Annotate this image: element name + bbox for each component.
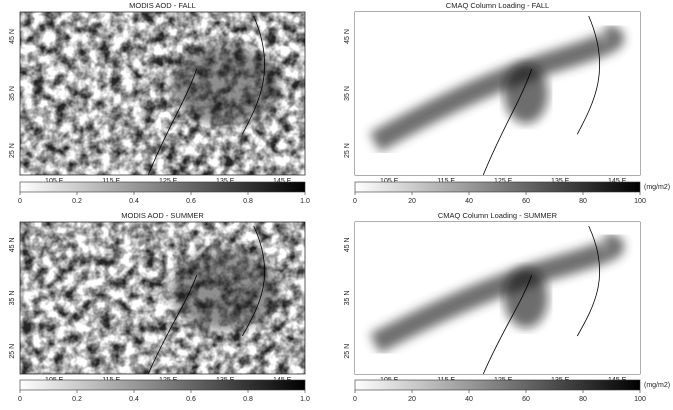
lon-label: 135 E — [216, 178, 235, 185]
panel-title: MODIS AOD - SUMMER — [121, 211, 204, 220]
lat-label: 35 N — [9, 86, 16, 101]
lat-label: 25 N — [344, 344, 351, 359]
colorbar-tick-label: 40 — [465, 198, 473, 205]
colorbar — [354, 181, 641, 193]
lon-label: 125 E — [494, 178, 513, 185]
lat-label: 45 N — [9, 237, 16, 252]
colorbar-tick-label: 0.6 — [186, 198, 196, 205]
lat-label: 45 N — [9, 29, 16, 44]
colorbar-tick-label: 40 — [465, 396, 473, 403]
coastline — [482, 15, 601, 175]
colorbar-tick-label: 1.0 — [300, 198, 310, 205]
colorbar-tick-label: 0 — [18, 396, 22, 403]
lat-label: 35 N — [9, 291, 16, 306]
lat-label: 35 N — [344, 291, 351, 306]
map-content — [20, 12, 305, 175]
lat-label: 25 N — [9, 344, 16, 359]
lat-label: 45 N — [344, 237, 351, 252]
lon-label: 125 E — [159, 178, 178, 185]
colorbar — [19, 181, 306, 193]
colorbar-tick-label: 100 — [634, 396, 646, 403]
colorbar-tick-label: 20 — [408, 396, 416, 403]
lon-label: 145 E — [608, 178, 627, 185]
coastline — [147, 15, 266, 175]
lat-label: 35 N — [344, 86, 351, 101]
loading-plume — [369, 25, 625, 152]
colorbar-tick-label: 0 — [353, 396, 357, 403]
panel-title: CMAQ Column Loading - SUMMER — [438, 211, 558, 220]
colorbar-tick-label: 0.8 — [243, 198, 253, 205]
lat-label: 25 N — [344, 143, 351, 158]
colorbar-tick-label: 0.2 — [72, 198, 82, 205]
colorbar-tick-label: 0.4 — [129, 396, 139, 403]
colorbar-tick-label: 0 — [18, 198, 22, 205]
lon-label: 145 E — [273, 178, 292, 185]
lon-label: 105 E — [45, 178, 64, 185]
colorbar-tick-label: 0.8 — [243, 396, 253, 403]
colorbar-unit: (mg/m2) — [644, 382, 670, 389]
panel-title: MODIS AOD - FALL — [129, 1, 196, 10]
map-content — [355, 12, 640, 175]
colorbar-tick-label: 80 — [579, 396, 587, 403]
map-content — [20, 222, 305, 374]
aod-plume — [170, 250, 281, 331]
colorbar-tick-label: 0.4 — [129, 198, 139, 205]
lon-label: 105 E — [380, 178, 399, 185]
lon-label: 115 E — [437, 178, 455, 185]
loading-core — [504, 63, 548, 124]
lat-label: 45 N — [344, 29, 351, 44]
map-content — [355, 222, 640, 374]
colorbar — [19, 379, 306, 391]
colorbar-tick-label: 0.6 — [186, 396, 196, 403]
aod-plume — [170, 45, 281, 126]
colorbar-tick-label: 0 — [353, 198, 357, 205]
colorbar — [354, 379, 641, 391]
panel-title: CMAQ Column Loading - FALL — [446, 1, 549, 10]
colorbar-tick-label: 60 — [522, 396, 530, 403]
colorbar-tick-label: 20 — [408, 198, 416, 205]
lon-label: 115 E — [102, 178, 120, 185]
colorbar-tick-label: 100 — [634, 198, 646, 205]
lat-label: 25 N — [9, 143, 16, 158]
loading-plume — [369, 233, 625, 354]
colorbar-tick-label: 1.0 — [300, 396, 310, 403]
colorbar-unit: (mg/m2) — [644, 184, 670, 191]
colorbar-tick-label: 0.2 — [72, 396, 82, 403]
loading-core — [504, 268, 548, 328]
colorbar-tick-label: 80 — [579, 198, 587, 205]
coastline — [482, 225, 601, 374]
colorbar-tick-label: 60 — [522, 198, 530, 205]
coastline — [147, 225, 266, 374]
lon-label: 135 E — [551, 178, 570, 185]
